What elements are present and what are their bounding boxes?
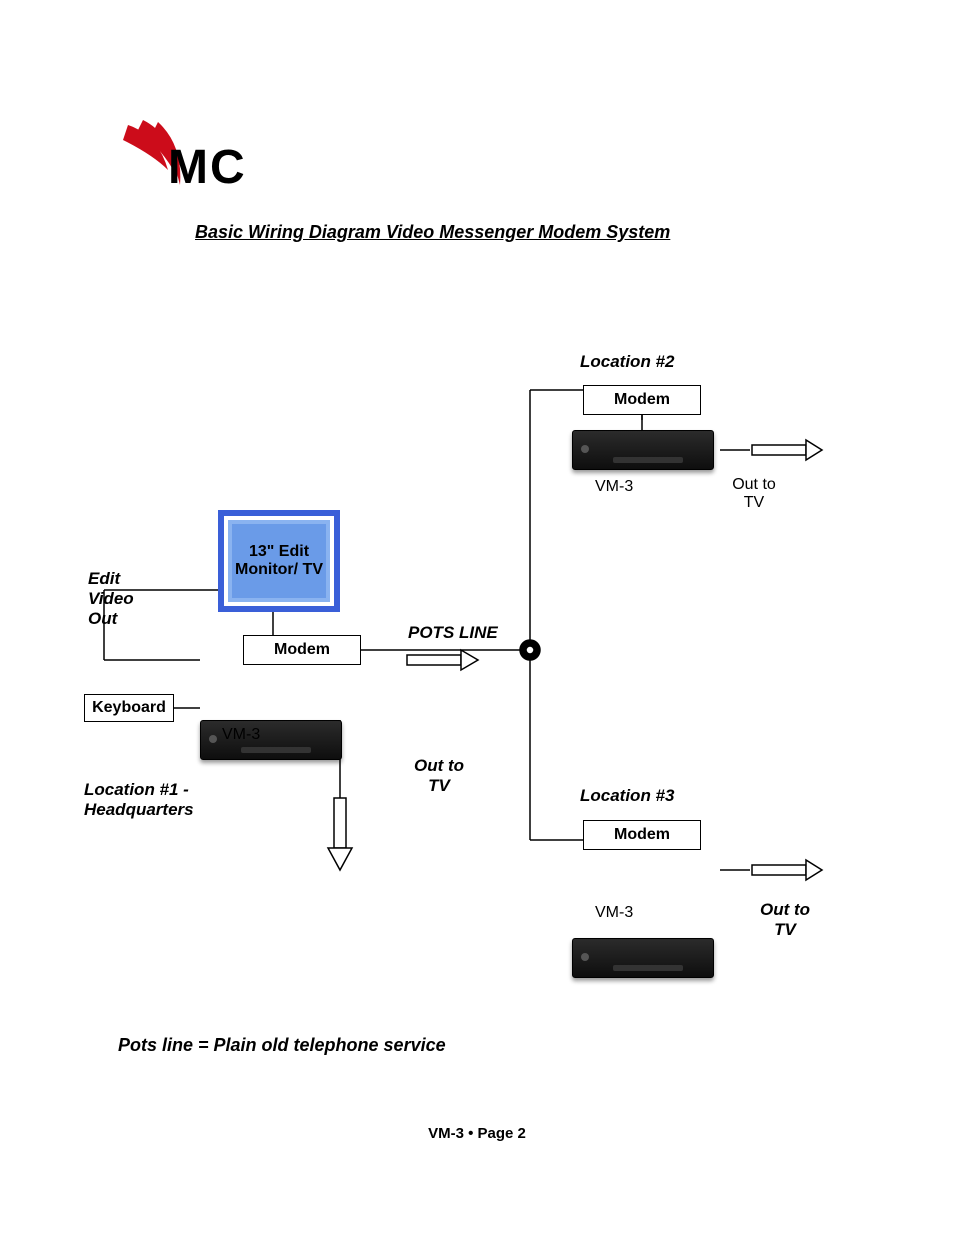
- loc1-modem-box: Modem: [243, 635, 361, 665]
- loc2-device: [572, 430, 714, 470]
- loc1-vm3: VM-3: [222, 726, 260, 744]
- loc1-label: Location #1 - Headquarters: [84, 780, 244, 820]
- loc1-out-tv: Out to TV: [404, 756, 474, 796]
- loc2-modem-box: Modem: [583, 385, 701, 415]
- page-footer: VM-3 • Page 2: [0, 1125, 954, 1142]
- keyboard-box: Keyboard: [84, 694, 174, 722]
- loc3-vm3: VM-3: [595, 904, 633, 922]
- footnote: Pots line = Plain old telephone service: [118, 1035, 446, 1056]
- loc2-label: Location #2: [580, 352, 674, 372]
- loc3-device: [572, 938, 714, 978]
- loc3-out-tv: Out to TV: [750, 900, 820, 940]
- loc3-modem-box: Modem: [583, 820, 701, 850]
- loc3-label: Location #3: [580, 786, 674, 806]
- edit-monitor: 13" Edit Monitor/ TV: [218, 510, 340, 612]
- loc2-out-tv: Out to TV: [724, 476, 784, 512]
- pots-line-label: POTS LINE: [408, 623, 498, 643]
- loc2-vm3: VM-3: [595, 478, 633, 496]
- edit-video-out-label: Edit Video Out: [88, 569, 158, 629]
- monitor-label: 13" Edit Monitor/ TV: [224, 543, 334, 579]
